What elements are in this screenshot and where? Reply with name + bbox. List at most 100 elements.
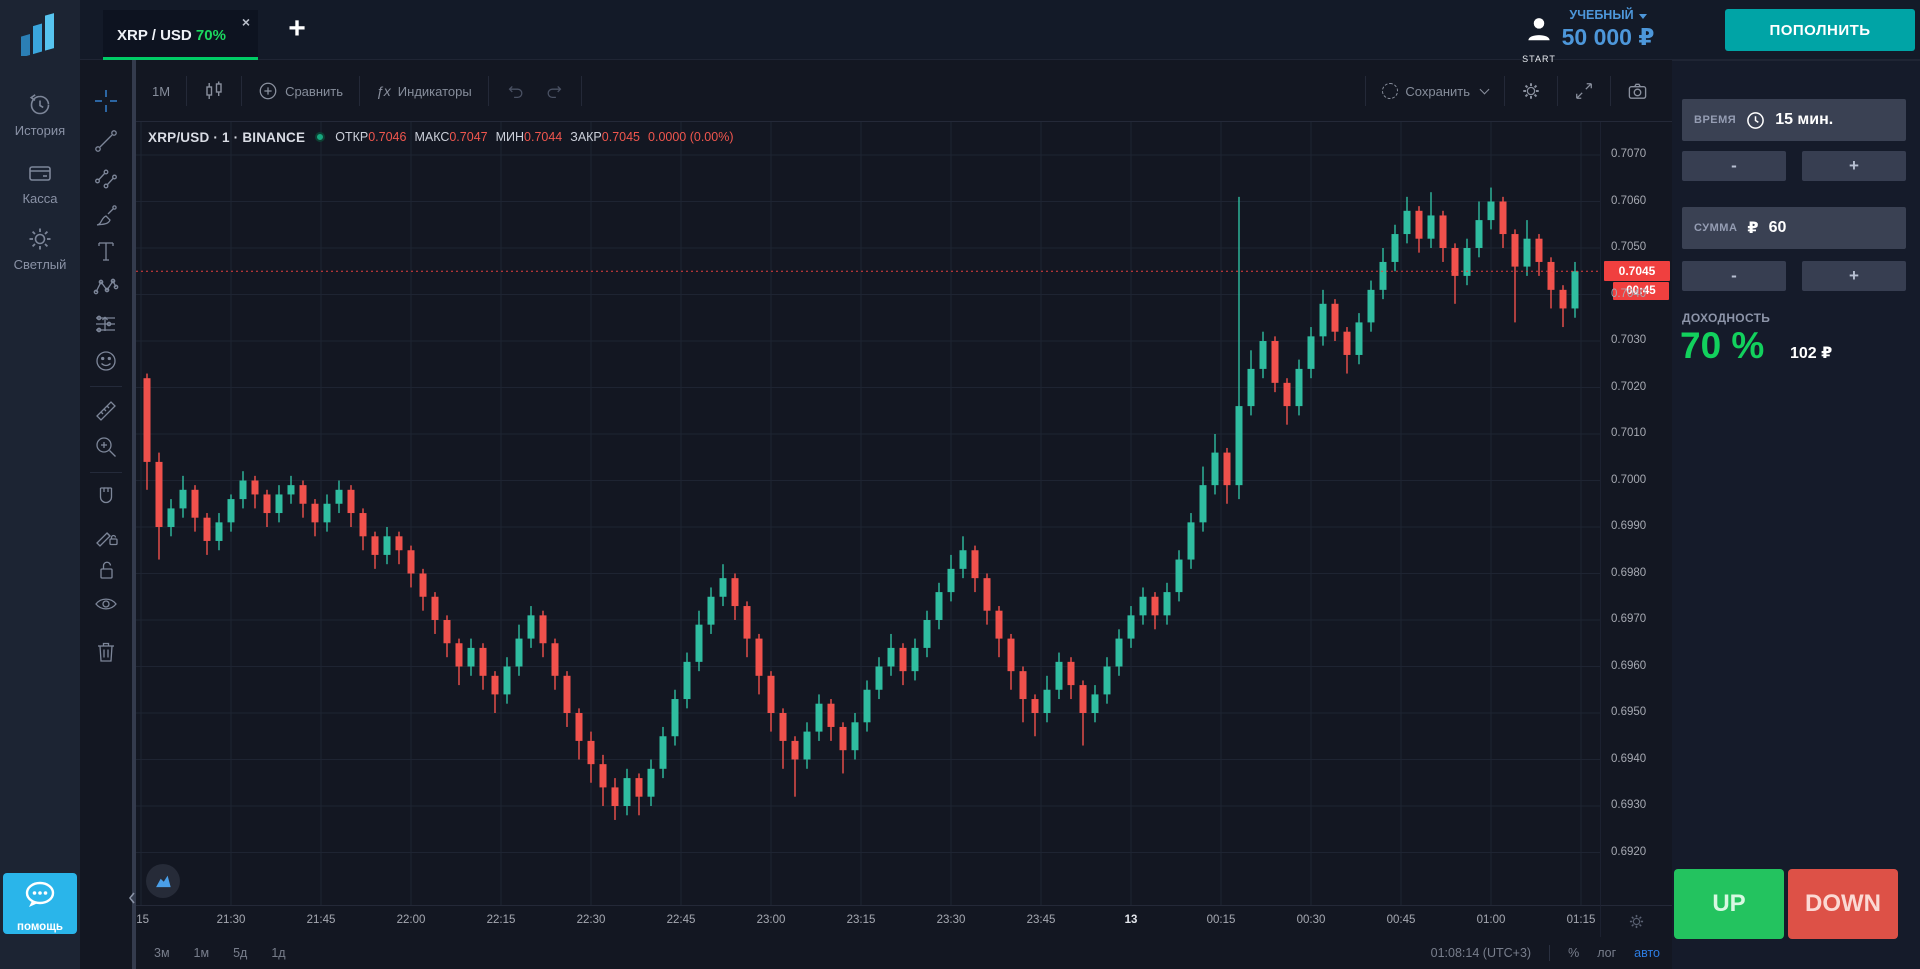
toolbar-divider: [1504, 76, 1505, 106]
expiry-time-field[interactable]: ВРЕМЯ 15 мин.: [1682, 99, 1906, 141]
time-tick-label: 22:45: [666, 914, 696, 926]
toolbar-divider: [1610, 76, 1611, 106]
screenshot-button[interactable]: [1611, 74, 1664, 108]
zoom-in-tool[interactable]: [93, 434, 119, 460]
amount-field[interactable]: СУММА ₽ 60: [1682, 207, 1906, 249]
toolbar-resize-handle[interactable]: [132, 60, 136, 969]
time-tick-label: 21:30: [216, 914, 246, 926]
unlock-all-tool[interactable]: [93, 557, 119, 583]
drawing-lock-tool[interactable]: [93, 522, 119, 548]
price-tick-label: 0.7070: [1611, 148, 1647, 160]
range-button[interactable]: 1д: [271, 946, 286, 960]
down-button[interactable]: DOWN: [1788, 869, 1898, 939]
time-tick-label: 21:45: [306, 914, 336, 926]
amount-decrease-button[interactable]: -: [1682, 261, 1786, 291]
chart-legend: XRP/USD · 1 · BINANCE ОТКР0.7046 МАКС0.70…: [148, 127, 734, 147]
chart-type-button[interactable]: [187, 74, 241, 108]
log-scale-toggle[interactable]: лог: [1597, 946, 1617, 960]
chart-plot[interactable]: [136, 122, 1600, 905]
amount-increase-button[interactable]: +: [1802, 261, 1906, 291]
chart-settings-button[interactable]: [1505, 74, 1557, 108]
text-tool[interactable]: [93, 238, 119, 264]
fullscreen-button[interactable]: [1558, 74, 1610, 108]
time-tick-label: 13: [1124, 914, 1138, 926]
redo-button[interactable]: [541, 74, 581, 108]
fullscreen-icon: [1576, 83, 1592, 99]
auto-scale-toggle[interactable]: авто: [1634, 946, 1660, 960]
toolbar-divider: [1557, 76, 1558, 106]
time-decrease-button[interactable]: -: [1682, 151, 1786, 181]
clock-icon: [1747, 111, 1765, 129]
instrument-tab[interactable]: XRP / USD 70% ×: [103, 10, 258, 60]
toolbar-divider: [90, 386, 122, 387]
crosshair-tool[interactable]: [93, 88, 119, 114]
help-button[interactable]: помощь: [3, 873, 77, 934]
time-tick-label: 23:15: [846, 914, 876, 926]
deposit-button[interactable]: ПОПОЛНИТЬ: [1725, 9, 1915, 51]
sidebar-item-theme[interactable]: Светлый: [0, 226, 80, 274]
up-button[interactable]: UP: [1674, 869, 1784, 939]
chart-header-toolbar: 1М Сравнить ƒx Индикаторы: [136, 60, 1672, 122]
percent-scale-toggle[interactable]: %: [1568, 946, 1580, 960]
time-tick-label: 23:45: [1026, 914, 1056, 926]
time-tick-label: 00:15: [1206, 914, 1236, 926]
remove-all-tool[interactable]: [93, 638, 119, 664]
trade-panel: ВРЕМЯ 15 мин. - + СУММА ₽ 60 - + ДОХОДНО…: [1672, 60, 1920, 969]
sidebar-item-cashier[interactable]: Касса: [0, 160, 80, 208]
legend-ohlc: ОТКР0.7046 МАКС0.7047 МИН0.7044 ЗАКР0.7045 0…: [335, 130, 733, 144]
account-avatar[interactable]: START: [1517, 14, 1561, 67]
legend-instrument[interactable]: XRP/USD · 1 · BINANCE: [148, 129, 306, 145]
ruler-tool[interactable]: [93, 398, 119, 424]
legend-change: 0.0000 (0.00%): [648, 130, 734, 144]
chevron-down-icon: [1638, 14, 1647, 19]
price-tick-label: 0.7040: [1611, 287, 1647, 300]
price-tick-label: 0.6960: [1611, 659, 1647, 672]
forecast-tool[interactable]: [93, 311, 119, 337]
redo-icon: [547, 86, 562, 98]
magnet-tool[interactable]: [93, 484, 119, 510]
chevron-left-icon: [128, 892, 135, 904]
time-increase-button[interactable]: +: [1802, 151, 1906, 181]
range-button[interactable]: 5д: [233, 946, 248, 960]
fx-icon: ƒx: [376, 83, 391, 99]
axis-settings-corner[interactable]: [1600, 905, 1672, 937]
toolbar-collapse-handle[interactable]: [127, 884, 137, 912]
chevron-down-icon: [1479, 84, 1490, 94]
price-tick-label: 0.6940: [1611, 752, 1647, 765]
brand-logo[interactable]: [16, 8, 62, 58]
add-tab-button[interactable]: +: [288, 12, 306, 45]
range-button[interactable]: 3м: [154, 946, 170, 960]
price-axis[interactable]: 0.7045 00:45 0.7070 0.7060 0.7050 0.7040 0.7…: [1600, 122, 1672, 905]
sidebar-item-label: Светлый: [13, 257, 67, 272]
trend-line-tool[interactable]: [93, 128, 119, 154]
sidebar-item-history[interactable]: История: [0, 92, 80, 140]
legend-ohlc-pair: ОТКР0.7046: [335, 130, 407, 144]
legend-ohlc-pair: МИН0.7044: [495, 130, 563, 144]
emoji-tool[interactable]: [93, 348, 119, 374]
time-tick-label: 00:45: [1386, 914, 1416, 926]
tab-close-icon[interactable]: ×: [241, 14, 250, 30]
compare-button[interactable]: Сравнить: [242, 74, 359, 108]
range-button[interactable]: 1м: [193, 946, 210, 960]
indicators-button[interactable]: ƒx Индикаторы: [376, 83, 472, 99]
price-tick-label: 0.6950: [1611, 706, 1647, 718]
toolbar-divider: [186, 76, 188, 106]
plus-circle-icon: [259, 82, 277, 100]
hide-all-tool[interactable]: [93, 591, 119, 617]
parallel-channel-tool[interactable]: [93, 166, 119, 192]
time-field-value: 15 мин.: [1775, 111, 1834, 128]
xabcd-pattern-tool[interactable]: [93, 275, 119, 301]
account-type-dropdown[interactable]: УЧЕБНЫЙ: [1528, 8, 1688, 22]
legend-ohlc-pair: ЗАКР0.7045: [570, 130, 641, 144]
amount-field-label: СУММА: [1694, 222, 1738, 234]
sidebar-item-label: Касса: [22, 191, 58, 206]
cashier-icon: [29, 166, 51, 181]
candles-icon: [206, 81, 222, 99]
chat-bubble-icon: [25, 881, 55, 907]
time-axis[interactable]: :15 21:30 21:45 22:00 22:15 22:30 22:45 23:00 23…: [136, 905, 1600, 937]
save-layout-button[interactable]: Сохранить: [1366, 74, 1504, 108]
brush-tool[interactable]: [93, 203, 119, 229]
interval-button[interactable]: 1М: [152, 83, 171, 99]
undo-button[interactable]: [489, 74, 541, 108]
chart-watermark-button[interactable]: [146, 864, 180, 898]
